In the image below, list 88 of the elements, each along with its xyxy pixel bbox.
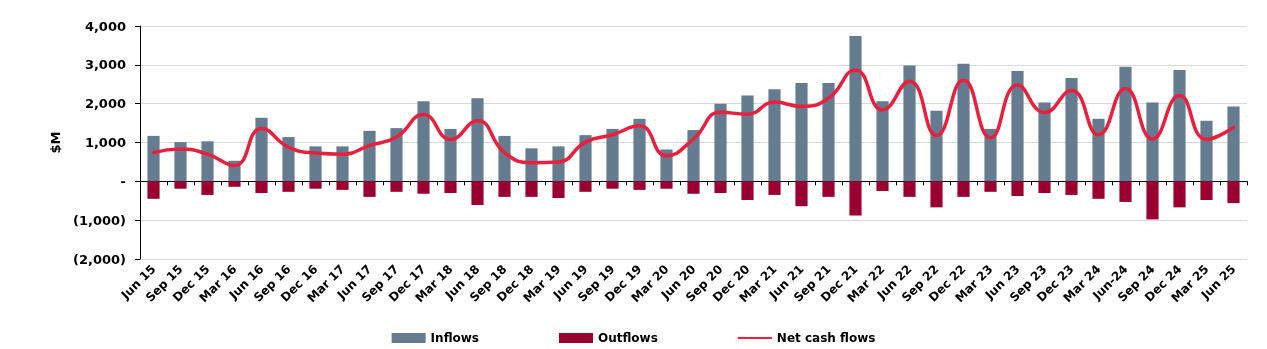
bar (525, 181, 538, 197)
bar (579, 135, 592, 182)
bar (930, 110, 943, 182)
bar (471, 98, 484, 182)
bar (1119, 66, 1132, 182)
legend-label: Outflows (598, 331, 658, 345)
bar (147, 181, 160, 199)
bar (471, 181, 484, 206)
bar (579, 181, 592, 192)
bar (660, 181, 673, 189)
bar (849, 36, 862, 182)
bar (822, 83, 835, 182)
bar (444, 181, 457, 193)
bar (1065, 181, 1078, 195)
bar (417, 101, 430, 182)
bar (390, 128, 403, 182)
bar (876, 101, 889, 182)
bar (849, 181, 862, 216)
bar (768, 89, 781, 182)
bar (741, 95, 754, 182)
y-tick-label: (2,000) (72, 251, 126, 267)
bar (1200, 181, 1213, 200)
bar (498, 181, 511, 197)
bar (1092, 181, 1105, 199)
y-tick-label: 3,000 (84, 57, 126, 73)
bar (336, 181, 349, 190)
y-tick-label: 2,000 (84, 96, 126, 112)
bar (1038, 102, 1051, 182)
bar (714, 103, 727, 182)
bar (957, 181, 970, 197)
legend-label: Net cash flows (776, 331, 876, 345)
bar (228, 181, 241, 187)
bar (201, 181, 214, 195)
bar (1092, 118, 1105, 182)
y-tick-label: 4,000 (84, 18, 126, 34)
bar (390, 181, 403, 192)
y-tick-label: - (120, 173, 126, 189)
bar (795, 83, 808, 182)
bar (363, 181, 376, 197)
bar (255, 117, 268, 182)
bar (1227, 181, 1240, 204)
bar (741, 181, 754, 200)
bar (1038, 181, 1051, 193)
bar (633, 118, 646, 182)
bar (606, 128, 619, 182)
bar (606, 181, 619, 189)
bar (822, 181, 835, 197)
bar (957, 63, 970, 182)
bar (768, 181, 781, 195)
bar (309, 181, 322, 189)
bar (417, 181, 430, 194)
bar (552, 181, 565, 199)
bar (282, 137, 295, 182)
bar (363, 130, 376, 182)
bar (282, 181, 295, 192)
bar (930, 181, 943, 208)
bar (876, 181, 889, 192)
bar (1173, 181, 1186, 208)
bar (687, 130, 700, 182)
bar (903, 181, 916, 197)
bar (984, 128, 997, 182)
bar (903, 65, 916, 182)
legend-label: Inflows (430, 331, 479, 345)
bar (633, 181, 646, 190)
line-series (151, 68, 1236, 168)
y-tick-label: (1,000) (72, 212, 126, 228)
bar (1200, 120, 1213, 182)
bar (1173, 69, 1186, 182)
bar (174, 142, 187, 182)
bar (174, 181, 187, 189)
bar (687, 181, 700, 194)
bar (1011, 71, 1024, 182)
bar (1146, 181, 1159, 220)
bar (255, 181, 268, 193)
y-tick-label: 1,000 (84, 135, 126, 150)
bar (1146, 102, 1159, 182)
bar (1227, 106, 1240, 182)
bar (444, 128, 457, 182)
bar (525, 148, 538, 182)
bar (1119, 181, 1132, 202)
bar (714, 181, 727, 193)
bar (1065, 78, 1078, 182)
bar (795, 181, 808, 207)
bar (201, 141, 214, 182)
y-axis-title: $M (48, 131, 64, 154)
bar (147, 135, 160, 182)
bar (1011, 181, 1024, 197)
bar (984, 181, 997, 192)
